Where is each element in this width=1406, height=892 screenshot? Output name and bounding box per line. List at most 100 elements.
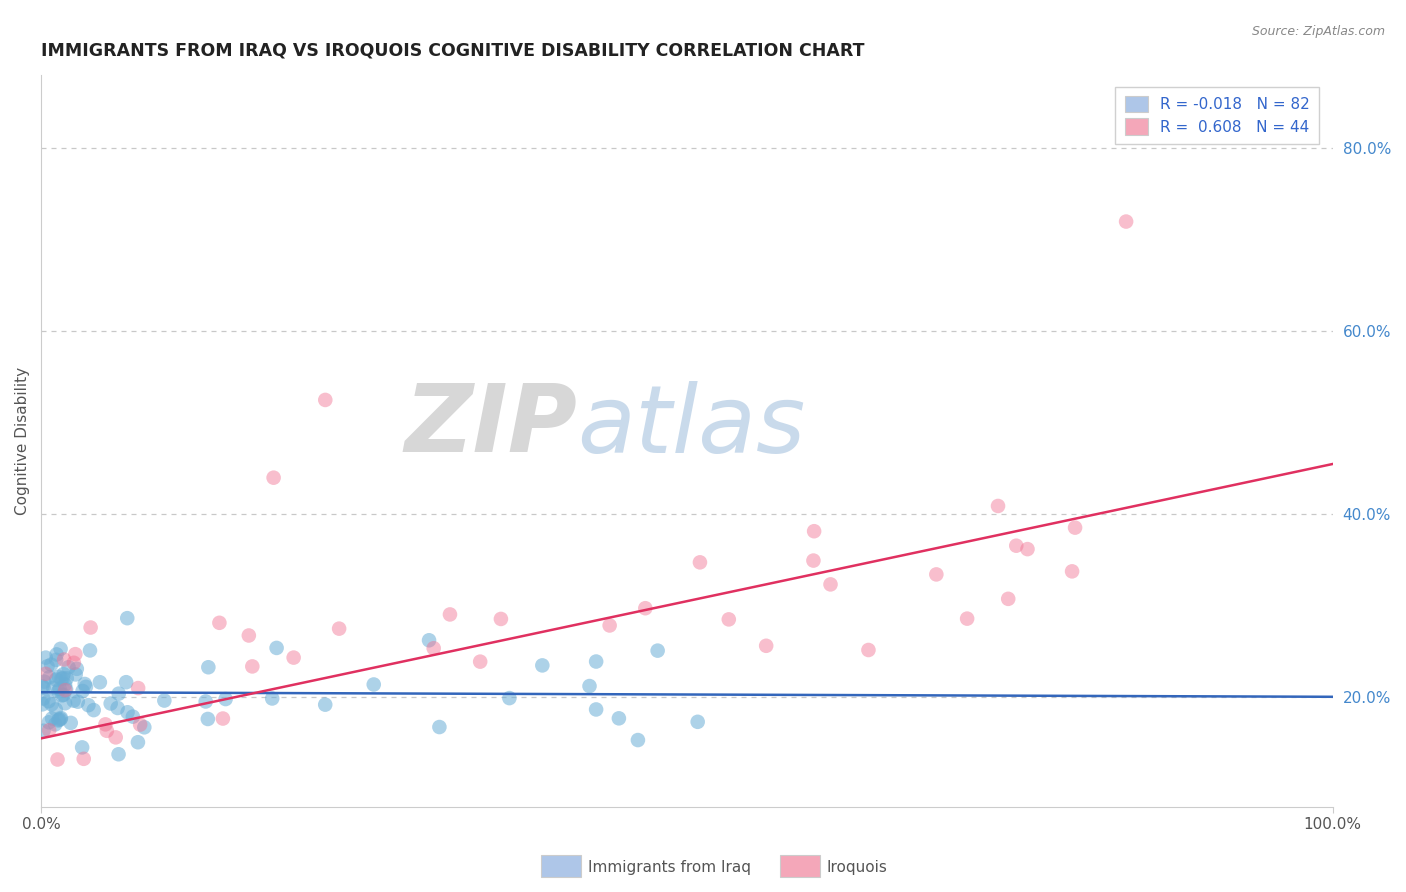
Point: [262, 691, 284, 706]
Point: [32, 674, 55, 689]
Point: [65, 667, 87, 681]
Point: [266, 640, 288, 655]
Point: [578, 679, 600, 693]
Point: [31, 679, 53, 693]
Point: [820, 577, 842, 591]
Point: [38, 694, 60, 708]
Point: [115, 675, 138, 690]
Point: [100, 697, 122, 711]
Text: IMMIGRANTS FROM IRAQ VS IROQUOIS COGNITIVE DISABILITY CORRELATION CHART: IMMIGRANTS FROM IRAQ VS IROQUOIS COGNITI…: [41, 42, 865, 60]
Point: [585, 702, 607, 716]
Point: [599, 618, 621, 632]
Point: [75, 680, 97, 694]
Point: [755, 639, 778, 653]
Point: [32, 691, 55, 706]
Point: [46, 752, 69, 766]
Point: [212, 712, 235, 726]
Point: [63, 656, 86, 670]
Point: [48, 713, 70, 727]
Point: [117, 611, 139, 625]
Point: [62, 693, 84, 707]
Point: [48, 714, 70, 728]
Point: [129, 717, 152, 731]
Point: [53, 677, 76, 691]
Point: [803, 524, 825, 539]
Point: [803, 553, 825, 567]
Point: [94, 717, 117, 731]
Point: [997, 591, 1019, 606]
Point: [41, 711, 63, 725]
Point: [1115, 214, 1137, 228]
Point: [55, 682, 77, 697]
Point: [328, 622, 350, 636]
Point: [49, 712, 72, 726]
Point: [51, 672, 73, 686]
Point: [439, 607, 461, 622]
Point: [107, 747, 129, 762]
Point: [717, 612, 740, 626]
Point: [70, 740, 93, 755]
Point: [489, 612, 512, 626]
Point: [647, 643, 669, 657]
Point: [53, 683, 76, 698]
Point: [89, 675, 111, 690]
Point: [96, 723, 118, 738]
Point: [77, 698, 100, 713]
Point: [48, 681, 70, 696]
Point: [607, 711, 630, 725]
Point: [197, 660, 219, 674]
Point: [418, 633, 440, 648]
Point: [122, 709, 145, 723]
Text: Source: ZipAtlas.com: Source: ZipAtlas.com: [1251, 25, 1385, 38]
Point: [214, 692, 236, 706]
Point: [363, 677, 385, 691]
Point: [65, 647, 87, 661]
Point: [153, 693, 176, 707]
Point: [53, 696, 76, 710]
Point: [627, 733, 650, 747]
Point: [49, 641, 72, 656]
Point: [39, 657, 62, 672]
Point: [48, 670, 70, 684]
Text: atlas: atlas: [576, 381, 806, 472]
Point: [51, 689, 73, 703]
Point: [987, 499, 1010, 513]
Point: [45, 673, 67, 687]
Point: [422, 641, 444, 656]
Point: [127, 681, 149, 695]
Point: [117, 706, 139, 720]
Point: [531, 658, 554, 673]
Point: [46, 684, 69, 698]
Point: [32, 681, 55, 695]
Point: [45, 702, 67, 716]
Point: [52, 671, 75, 685]
Point: [263, 471, 285, 485]
Point: [1062, 565, 1084, 579]
Point: [72, 684, 94, 698]
Point: [470, 655, 492, 669]
Point: [238, 628, 260, 642]
Text: Iroquois: Iroquois: [827, 860, 887, 874]
Point: [1064, 521, 1087, 535]
Point: [45, 653, 67, 667]
Point: [37, 659, 59, 673]
Point: [925, 567, 948, 582]
Point: [44, 717, 66, 731]
Point: [52, 688, 75, 702]
Y-axis label: Cognitive Disability: Cognitive Disability: [15, 367, 30, 516]
Point: [79, 621, 101, 635]
Point: [107, 701, 129, 715]
Point: [66, 695, 89, 709]
Point: [689, 555, 711, 569]
Legend: R = -0.018   N = 82, R =  0.608   N = 44: R = -0.018 N = 82, R = 0.608 N = 44: [1115, 87, 1319, 145]
Point: [45, 648, 67, 662]
Point: [1005, 539, 1028, 553]
Point: [314, 698, 336, 712]
Point: [38, 723, 60, 738]
Point: [38, 715, 60, 730]
Text: Immigrants from Iraq: Immigrants from Iraq: [588, 860, 751, 874]
Point: [34, 666, 56, 681]
Point: [127, 735, 149, 749]
Point: [208, 615, 231, 630]
Point: [32, 723, 55, 738]
